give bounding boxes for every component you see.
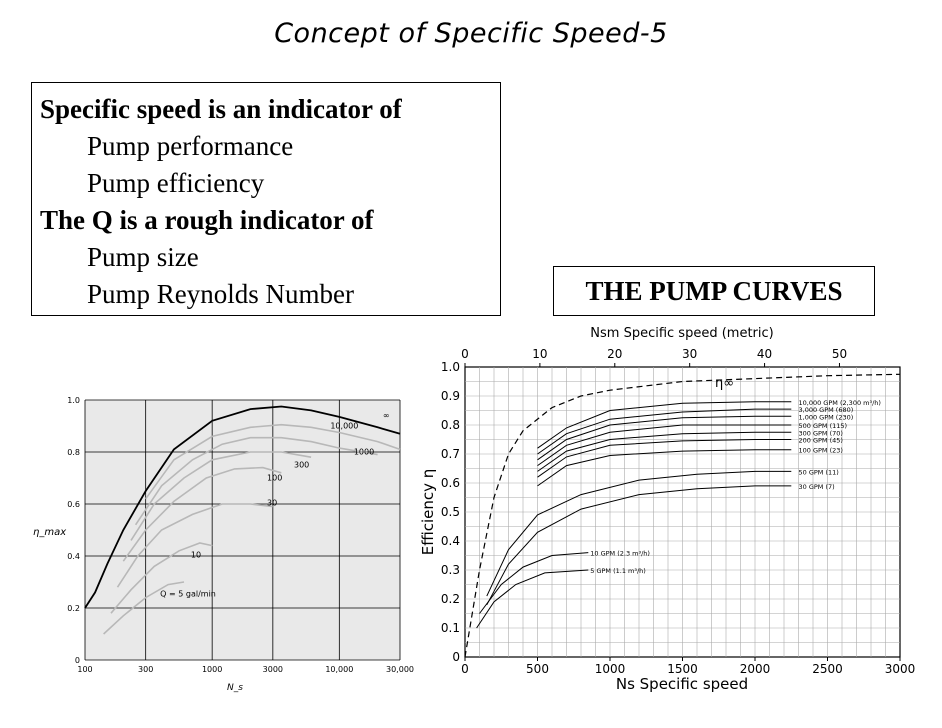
eta-infinity-label: η∞ (715, 376, 734, 391)
pump-curves-chart: 10,000 GPM (2,300 m³/h)3,000 GPM (680)1,… (419, 326, 915, 693)
chart2-xtick-0: 0 (461, 662, 469, 676)
chart1-curve-label-10: 10 (191, 550, 201, 559)
chart1-xtick-10-000: 10,000 (325, 665, 353, 674)
pump-curves-label: THE PUMP CURVES (553, 266, 875, 316)
chart2-x2tick-10: 10 (532, 347, 547, 361)
chart2-series-label-50-gpm-11: 50 GPM (11) (799, 468, 839, 476)
chart2-x2tick-0: 0 (461, 347, 469, 361)
chart2-series-5-gpm-1-1-m-h-line (476, 569, 589, 629)
chart2-ytick-1-0: 1.0 (441, 360, 460, 374)
chart2-ytick-0-2: 0.2 (441, 592, 460, 606)
chart2-ytick-0-4: 0.4 (441, 534, 460, 548)
chart1-series-30-line (116, 503, 273, 588)
item-pump-performance: Pump performance (87, 131, 294, 161)
chart2-xtick-500: 500 (526, 662, 549, 676)
chart2-x2label: Nsm Specific speed (metric) (590, 326, 773, 341)
item-pump-efficiency: Pump efficiency (87, 168, 265, 198)
chart2-series-label-3-000-gpm-680: 3,000 GPM (680) (799, 406, 854, 414)
chart2-series-10-gpm-2-3-m-h-line (479, 552, 589, 614)
chart1-xtick-3000: 3000 (263, 665, 283, 674)
chart1-curve-label-q-5-gal-min: Q = 5 gal/min (160, 589, 216, 598)
chart1-series-100-line (122, 466, 282, 562)
chart1-curve-label-300: 300 (294, 461, 309, 470)
chart2-ytick-0-3: 0.3 (441, 563, 460, 577)
chart2-ytick-0-5: 0.5 (441, 505, 460, 519)
heading-specific-speed: Specific speed is an indicator of (40, 94, 402, 124)
chart2-series-label-1-000-gpm-230: 1,000 GPM (230) (799, 413, 854, 421)
chart2-series-label-100-gpm-23: 100 GPM (23) (799, 447, 843, 455)
chart2-series-label-30-gpm-7: 30 GPM (7) (799, 483, 835, 491)
chart1-curve-label-100: 100 (267, 474, 282, 483)
chart1-ytick-1-0: 1.0 (67, 396, 80, 405)
chart2-ytick-0-1: 0.1 (441, 621, 460, 635)
chart1-xtick-300: 300 (138, 665, 153, 674)
chart1-xtick-100: 100 (77, 665, 92, 674)
chart1-curve-label-10-000: 10,000 (330, 422, 358, 431)
chart2-xtick-3000: 3000 (885, 662, 915, 676)
chart1-xlabel: N_s (227, 683, 243, 693)
chart2-series-label-10-gpm-2-3-m-h: 10 GPM (2.3 m³/h) (590, 550, 650, 558)
chart2-series-100-gpm-23-line (537, 449, 792, 487)
chart1-xtick-30-000: 30,000 (386, 665, 414, 674)
chart2-ylabel: Efficiency η (419, 469, 437, 556)
chart1-ytick-0-6: 0.6 (67, 500, 80, 509)
chart2-eta-infinity-curve (464, 373, 901, 658)
chart1-series-q-5-gal-min-line (103, 581, 185, 635)
chart2-series-1-000-gpm-230-line (537, 415, 792, 461)
chart2-series-300-gpm-70-line (537, 431, 792, 472)
heading-q-indicator: The Q is a rough indicator of (40, 205, 374, 235)
chart2-xtick-2500: 2500 (812, 662, 843, 676)
chart2-ytick-0-7: 0.7 (441, 447, 460, 461)
chart1-ytick-0-2: 0.2 (67, 604, 80, 613)
chart2-xtick-1500: 1500 (667, 662, 698, 676)
chart2-ytick-0-9: 0.9 (441, 389, 460, 403)
item-pump-size: Pump size (87, 242, 199, 272)
chart1-xtick-1000: 1000 (202, 665, 222, 674)
chart1-curve-label-: ∞ (383, 411, 390, 420)
chart1-series-10-line (110, 542, 213, 614)
slide-title: Concept of Specific Speed-5 (274, 18, 668, 49)
chart2-x2tick-30: 30 (682, 347, 697, 361)
chart2-series-3-000-gpm-680-line (537, 408, 792, 455)
chart1-ylabel: η_max (33, 527, 66, 538)
chart2-ytick-0: 0 (452, 650, 460, 664)
chart2-series-label-500-gpm-115: 500 GPM (115) (799, 422, 848, 430)
chart2-xtick-2000: 2000 (740, 662, 771, 676)
item-pump-reynolds: Pump Reynolds Number (87, 279, 354, 309)
chart2-x2tick-40: 40 (757, 347, 772, 361)
chart1-curve-label-30: 30 (267, 498, 277, 507)
chart2-x2tick-50: 50 (832, 347, 847, 361)
chart1-series--line (84, 405, 401, 609)
chart2-series-10-000-gpm-2-300-m-h-line (537, 401, 792, 449)
chart2-series-50-gpm-11-line (486, 470, 792, 597)
chart2-x2tick-20: 20 (607, 347, 622, 361)
chart2-series-200-gpm-45-line (537, 439, 792, 478)
chart2-series-label-200-gpm-45: 200 GPM (45) (799, 437, 843, 445)
chart1-series-300-line (130, 451, 312, 541)
indicator-textbox: Specific speed is an indicator of Pump p… (31, 82, 501, 316)
chart1-ytick-0: 0 (75, 656, 80, 665)
chart1-series-1000-line (134, 436, 378, 526)
chart2-series-label-300-gpm-70: 300 GPM (70) (799, 429, 843, 437)
chart2-series-label-10-000-gpm-2-300-m-h: 10,000 GPM (2,300 m³/h) (799, 399, 881, 407)
chart2-xtick-1000: 1000 (595, 662, 626, 676)
chart2-series-label-5-gpm-1-1-m-h: 5 GPM (1.1 m³/h) (590, 567, 646, 575)
chart1-ytick-0-8: 0.8 (67, 448, 80, 457)
chart2-series-500-gpm-115-line (537, 424, 792, 467)
chart1-ytick-0-4: 0.4 (67, 552, 80, 561)
chart2-xlabel: Ns Specific speed (616, 675, 748, 693)
efficiency-vs-specific-speed-chart: ∞ 10,000 1000 300 100 30 10 Q = 5 gal/min 100 30… (33, 396, 414, 693)
chart2-ytick-0-8: 0.8 (441, 418, 460, 432)
chart2-ytick-0-6: 0.6 (441, 476, 460, 490)
chart1-curve-label-1000: 1000 (354, 448, 374, 457)
chart2-series-30-gpm-7-line (486, 485, 792, 606)
chart1-series-10-000-line (145, 423, 401, 500)
